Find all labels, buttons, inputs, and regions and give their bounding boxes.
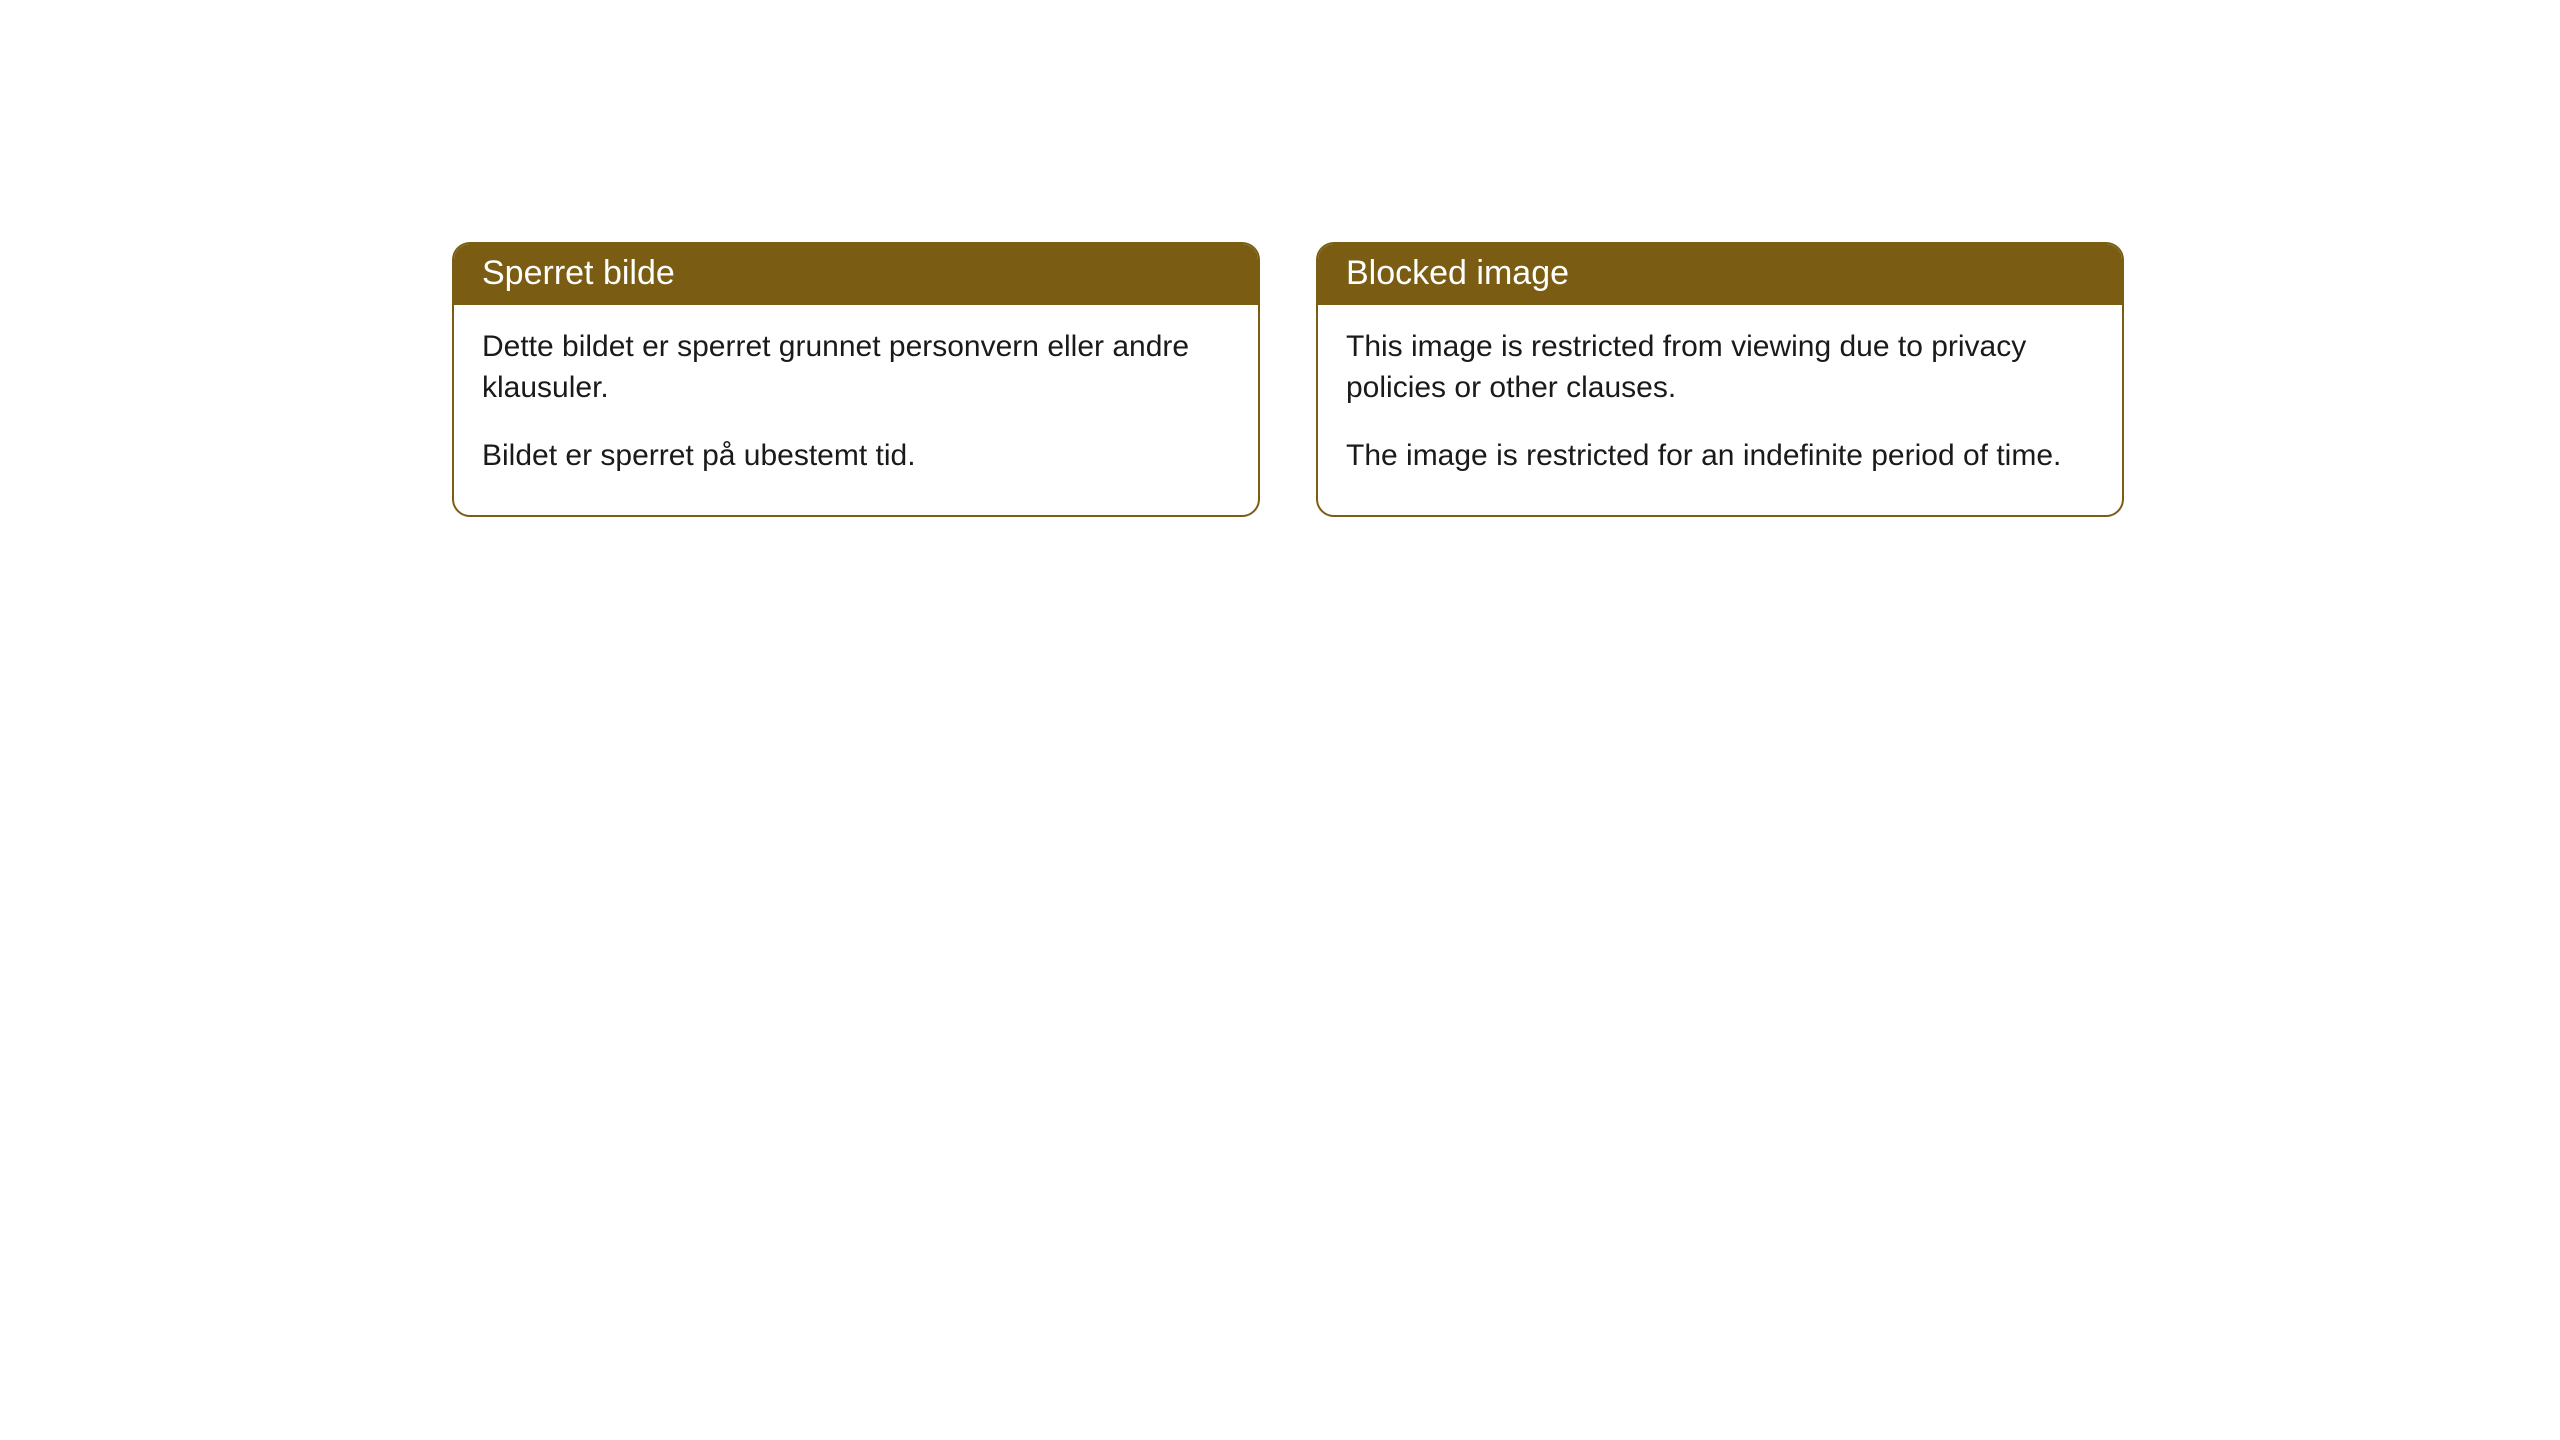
card-body: Dette bildet er sperret grunnet personve… (454, 305, 1258, 515)
card-header: Sperret bilde (454, 244, 1258, 305)
card-title: Sperret bilde (482, 254, 675, 292)
notice-cards-container: Sperret bilde Dette bildet er sperret gr… (452, 242, 2124, 517)
card-paragraph: The image is restricted for an indefinit… (1346, 436, 2094, 477)
notice-card-english: Blocked image This image is restricted f… (1316, 242, 2124, 517)
card-body: This image is restricted from viewing du… (1318, 305, 2122, 515)
card-paragraph: This image is restricted from viewing du… (1346, 327, 2094, 408)
card-paragraph: Bildet er sperret på ubestemt tid. (482, 436, 1230, 477)
card-paragraph: Dette bildet er sperret grunnet personve… (482, 327, 1230, 408)
card-title: Blocked image (1346, 254, 1569, 292)
notice-card-norwegian: Sperret bilde Dette bildet er sperret gr… (452, 242, 1260, 517)
card-header: Blocked image (1318, 244, 2122, 305)
